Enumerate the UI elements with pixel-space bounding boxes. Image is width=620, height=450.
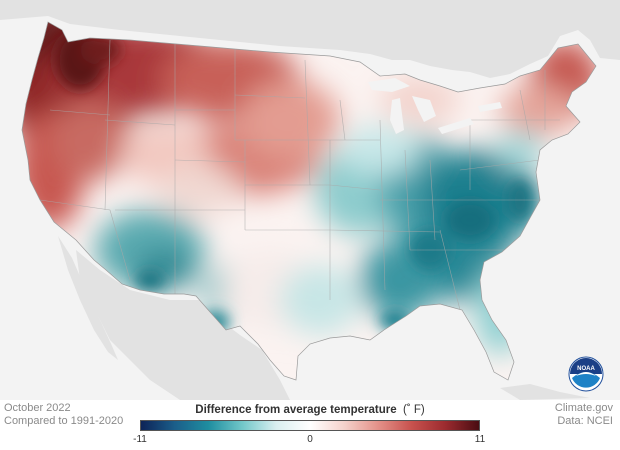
legend-tick-min: -11 [133,434,147,445]
legend-title-text: Difference from average temperature [195,404,397,416]
baseline-label: Compared to 1991-2020 [4,415,124,427]
great-lakes [368,78,502,134]
credit-data: Data: NCEI [557,415,613,427]
map-canvas [0,0,620,400]
state-boundaries [39,39,560,311]
noaa-logo: NOAA [568,356,604,392]
legend-tick-mid: 0 [307,434,313,445]
credit-source: Climate.gov [554,402,613,414]
legend-unit: (˚ F) [403,404,425,416]
baja-peninsula [58,236,118,360]
cuba-island [500,384,590,400]
legend-color-bar [140,420,480,431]
mexico-landmass [76,250,290,400]
us-outline [21,21,597,381]
canada-landmass [0,0,620,78]
date-label: October 2022 [4,402,71,414]
legend-tick-max: 11 [474,434,486,445]
legend-title: Difference from average temperature (˚ F… [140,404,480,416]
noaa-logo-text: NOAA [577,366,595,372]
